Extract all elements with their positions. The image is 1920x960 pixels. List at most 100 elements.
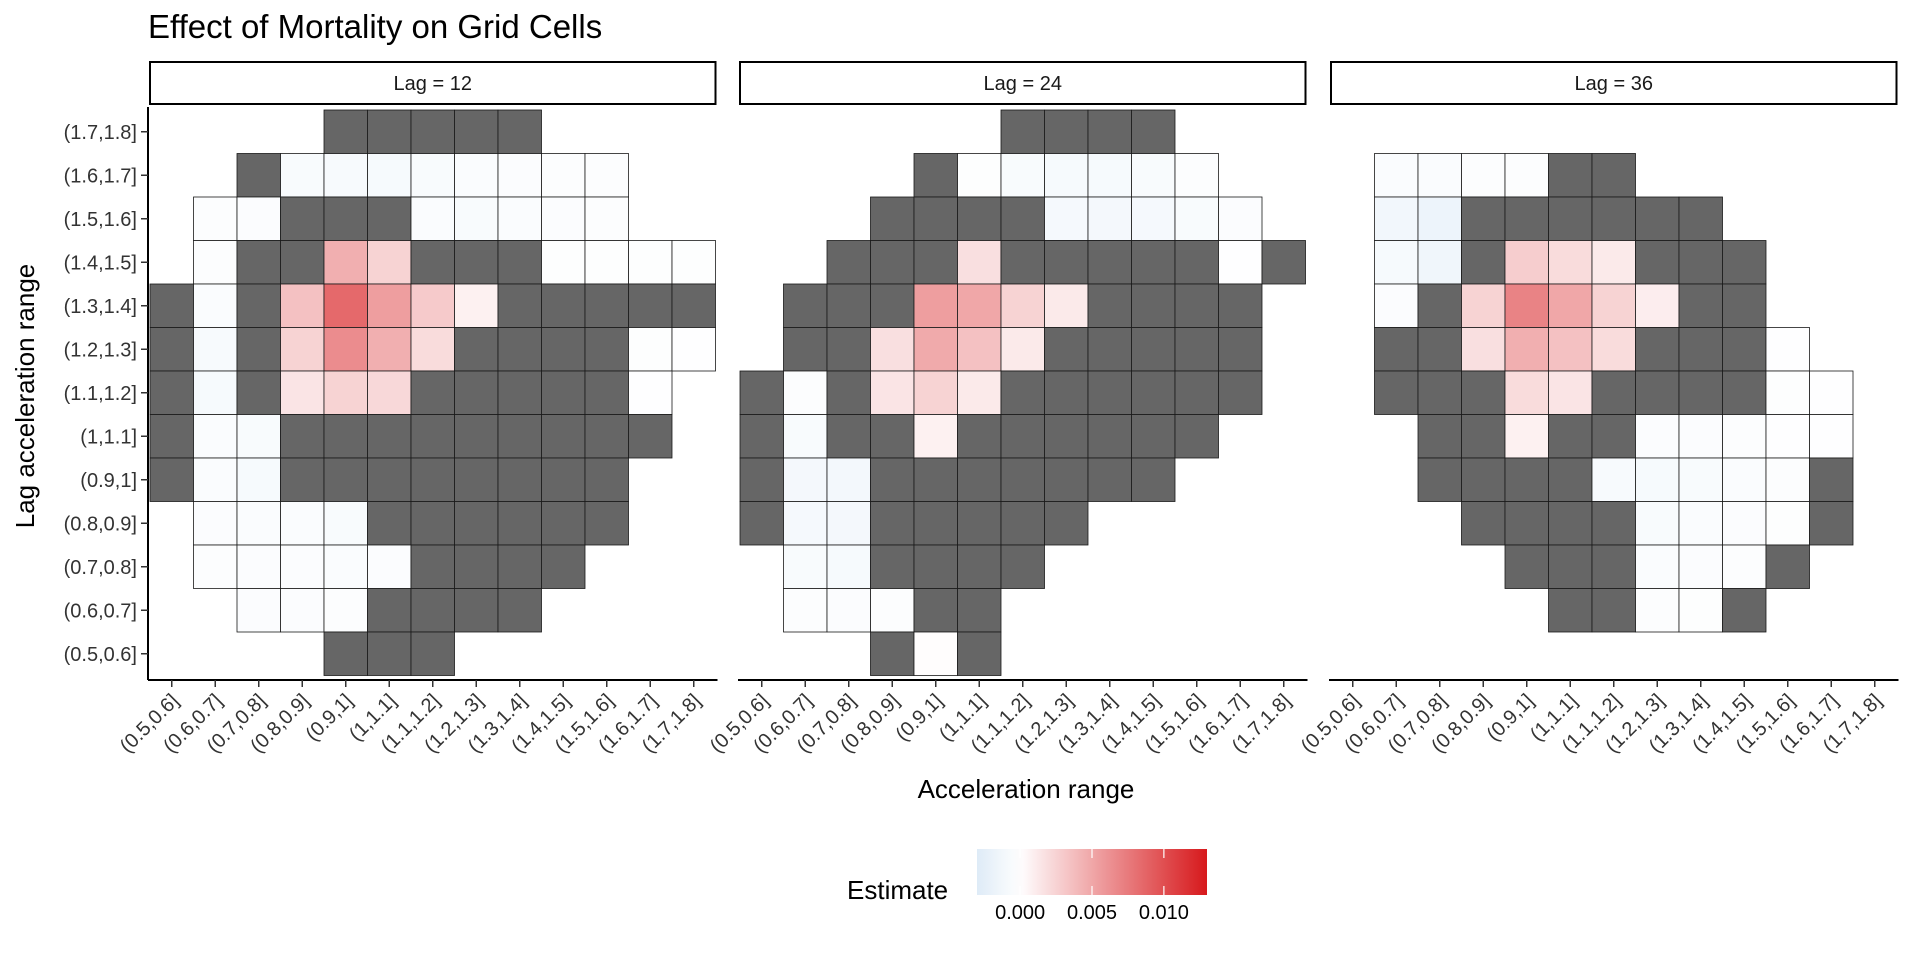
heatmap-cell [1044,327,1089,372]
facet-strip [1330,61,1898,105]
heatmap-cell [193,196,238,241]
heatmap-cell [236,544,281,589]
heatmap-cell [367,283,412,328]
heatmap-cell [1461,414,1506,459]
heatmap-cell [1044,109,1089,154]
heatmap-cell [739,457,784,502]
heatmap-cell [1087,240,1132,285]
heatmap-cell [1722,240,1767,285]
heatmap-cell [1044,457,1089,502]
heatmap-cell [1131,153,1176,198]
heatmap-cell [541,457,586,502]
heatmap-cell [913,457,958,502]
heatmap-cell [1000,414,1045,459]
heatmap-cell [323,631,368,676]
heatmap-cell [410,196,455,241]
heatmap-cell [193,544,238,589]
heatmap-cell [193,327,238,372]
heatmap-cell [1087,283,1132,328]
heatmap-cell [323,414,368,459]
heatmap-cell [1000,240,1045,285]
heatmap-cell [410,457,455,502]
heatmap-cell [870,544,915,589]
heatmap-cell [1678,501,1723,546]
heatmap-cell [1461,370,1506,415]
heatmap-cell [280,414,325,459]
heatmap-cell [410,588,455,633]
heatmap-cell [1417,327,1462,372]
heatmap-cell [541,240,586,285]
legend-tick-label: 0.010 [1139,902,1189,924]
heatmap-cell [584,327,629,372]
heatmap-cell [783,414,828,459]
heatmap-cell [1635,414,1680,459]
heatmap-cell [193,414,238,459]
heatmap-cell [541,327,586,372]
heatmap-cell [1417,283,1462,328]
heatmap-cell [584,196,629,241]
heatmap-cell [1000,196,1045,241]
heatmap-cell [1722,501,1767,546]
heatmap-cell [870,327,915,372]
heatmap-cell [1591,588,1636,633]
heatmap-cell [913,631,958,676]
heatmap-cell [1809,457,1854,502]
heatmap-cell [671,283,716,328]
heatmap-cell [957,588,1002,633]
heatmap-cell [628,283,673,328]
legend-tick-label: 0.000 [995,902,1045,924]
legend-title: Estimate [847,875,948,905]
heatmap-cell [1809,414,1854,459]
heatmap-cell [541,501,586,546]
heatmap-cell [454,457,499,502]
heatmap-cell [236,283,281,328]
facet-strip-label: Lag = 24 [984,73,1062,95]
heatmap-cell [957,501,1002,546]
heatmap-cell [1591,414,1636,459]
heatmap-cell [783,501,828,546]
heatmap-cell [323,283,368,328]
heatmap-cell [1591,457,1636,502]
facet-strip [739,61,1307,105]
heatmap-cell [236,588,281,633]
heatmap-cell [1678,457,1723,502]
heatmap-cell [367,153,412,198]
heatmap-cell [1591,327,1636,372]
heatmap-cell [1504,457,1549,502]
heatmap-cell [870,240,915,285]
heatmap-cell [870,370,915,415]
heatmap-cell [497,414,542,459]
heatmap-cell [783,327,828,372]
heatmap-cell [870,414,915,459]
heatmap-cell [1548,153,1593,198]
heatmap-cell [1087,370,1132,415]
heatmap-cell [1087,109,1132,154]
heatmap-cell [323,109,368,154]
heatmap-cell [1461,283,1506,328]
heatmap-cell [1548,240,1593,285]
heatmap-cell [913,240,958,285]
facet-strip-label: Lag = 36 [1575,73,1653,95]
heatmap-cell [1000,370,1045,415]
facet-panel-1: Lag = 12 (0.5,0.6] (0.6,0.7] (0.7,0.8] (0.8,… [64,61,718,757]
heatmap-cell [957,631,1002,676]
heatmap-cell [1131,109,1176,154]
heatmap-cell [739,501,784,546]
heatmap-cell [1000,544,1045,589]
heatmap-cell [826,370,871,415]
heatmap-cell [584,240,629,285]
heatmap-cell [1044,283,1089,328]
heatmap-cell [671,327,716,372]
heatmap-cell [826,588,871,633]
heatmap-cell [1504,501,1549,546]
heatmap-cell [323,327,368,372]
heatmap-cell [280,327,325,372]
heatmap-cell [1504,544,1549,589]
heatmap-cell [1635,588,1680,633]
heatmap-cell [1131,414,1176,459]
heatmap-cell [1174,240,1219,285]
heatmap-cell [1635,457,1680,502]
heatmap-cell [1678,414,1723,459]
heatmap-cell [236,196,281,241]
heatmap-cell [826,457,871,502]
